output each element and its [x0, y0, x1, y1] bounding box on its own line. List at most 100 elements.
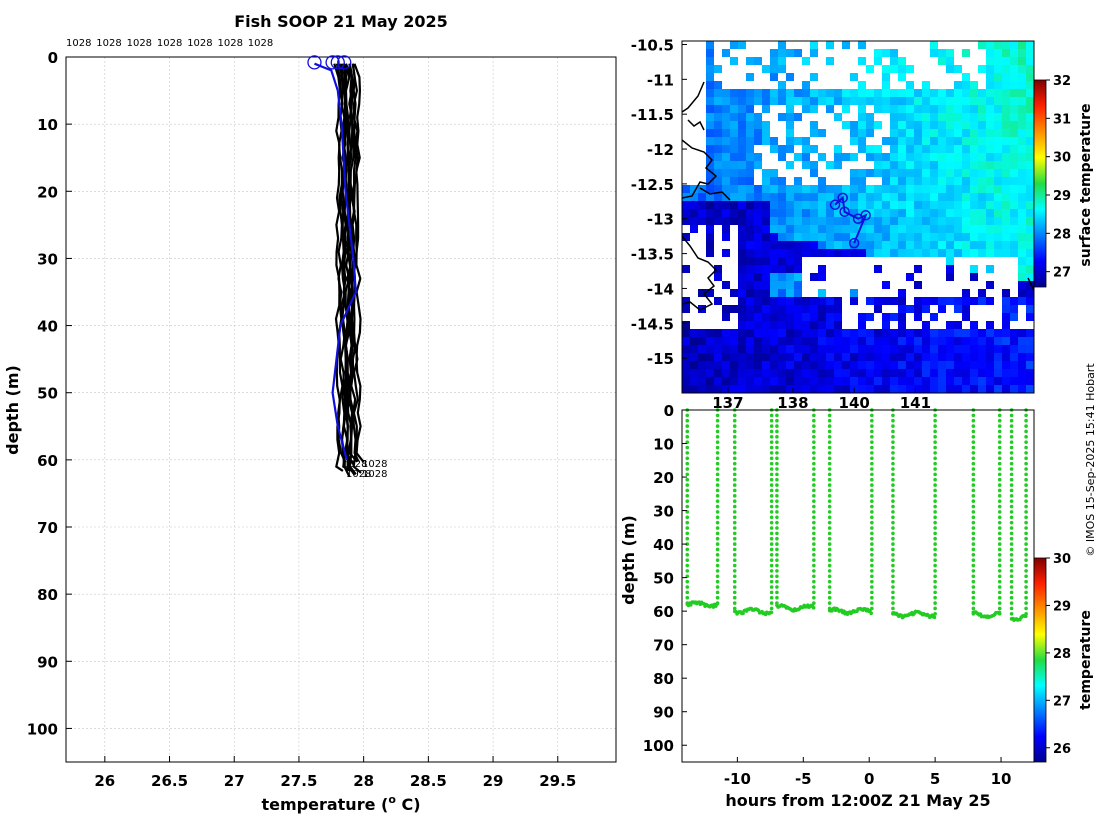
dive-point — [715, 456, 720, 461]
sst-cell — [746, 273, 754, 281]
dive-point — [812, 547, 816, 552]
sst-cell — [994, 57, 1002, 65]
dive-point — [827, 601, 832, 605]
sst-cell — [682, 321, 690, 329]
dive-point — [891, 440, 895, 444]
sst-cell — [882, 233, 890, 241]
sst-cell — [786, 273, 794, 281]
sst-cell — [778, 321, 786, 329]
sst-cell — [874, 217, 882, 225]
sst-cell — [770, 217, 778, 225]
sst-cell — [738, 377, 746, 385]
dive-point — [812, 494, 816, 498]
sst-cell — [986, 297, 994, 305]
sst-cell — [746, 313, 754, 321]
dive-point — [827, 435, 832, 439]
sst-cell — [762, 297, 770, 305]
sst-cell — [834, 185, 842, 193]
sst-cell — [714, 217, 722, 225]
sst-cell — [802, 209, 810, 217]
sst-cell — [898, 89, 906, 97]
sst-cell — [818, 233, 826, 241]
sst-cell — [770, 273, 778, 281]
sst-cell — [922, 241, 930, 249]
dive-point — [1009, 515, 1014, 520]
sst-cell — [770, 257, 778, 265]
sst-cell — [882, 209, 890, 217]
sst-cell — [714, 153, 722, 161]
sst-cell — [794, 209, 802, 217]
dive-point — [870, 429, 874, 434]
sst-cell — [946, 297, 954, 305]
dive-point — [812, 563, 816, 568]
sst-cell — [938, 249, 946, 257]
dive-point — [732, 424, 737, 428]
dive-point — [997, 601, 1002, 605]
dive-point — [870, 585, 874, 589]
sst-cell — [954, 153, 962, 161]
sst-cell — [882, 217, 890, 225]
sst-cell — [922, 209, 930, 217]
dive-point — [997, 520, 1002, 525]
sst-cell — [986, 73, 994, 81]
dive-point — [971, 440, 976, 444]
sst-cell — [1018, 153, 1026, 161]
sst-cell — [938, 113, 946, 121]
dive-point — [775, 585, 779, 589]
sst-cell — [906, 377, 914, 385]
sst-cell — [690, 209, 698, 217]
sst-cell — [858, 121, 866, 129]
sst-cell — [858, 185, 866, 193]
sst-cell — [978, 113, 986, 121]
sst-cell — [778, 329, 786, 337]
dive-point — [1024, 461, 1028, 466]
sst-cell — [1010, 177, 1018, 185]
sst-cell — [746, 281, 754, 289]
sst-cell — [850, 353, 858, 361]
profile-y-tick-label: 50 — [37, 385, 58, 403]
sst-cell — [730, 145, 738, 153]
sst-cell — [874, 121, 882, 129]
dive-point — [870, 445, 874, 450]
sst-cell — [858, 249, 866, 257]
dive-point — [891, 520, 895, 525]
sst-cell — [754, 217, 762, 225]
sst-cell — [994, 65, 1002, 73]
sst-cell — [802, 305, 810, 313]
sst-cell — [978, 377, 986, 385]
sst-cell — [962, 73, 970, 81]
dive-y-tick-label: 100 — [643, 737, 674, 755]
dive-point — [769, 472, 774, 477]
sst-cell — [778, 193, 786, 201]
dive-point — [715, 595, 720, 600]
sst-cell — [978, 65, 986, 73]
sst-cell — [802, 249, 810, 257]
sst-cell — [898, 249, 906, 257]
dive-point — [732, 526, 737, 530]
sst-cell — [1010, 385, 1018, 393]
dive-point — [971, 590, 976, 595]
dive-point — [769, 595, 774, 600]
sst-cell — [810, 201, 818, 209]
sst-cell — [834, 353, 842, 361]
sst-cell — [914, 113, 922, 121]
sst-cell — [930, 337, 938, 345]
dive-point — [1024, 424, 1028, 428]
dive-point — [715, 510, 720, 514]
sst-cell — [962, 369, 970, 377]
dive-point — [812, 569, 816, 573]
sst-cell — [778, 209, 786, 217]
sst-cell — [874, 265, 882, 273]
dive-point — [1024, 499, 1028, 503]
sst-cell — [810, 193, 818, 201]
dive-point — [769, 536, 774, 541]
sst-cell — [1002, 345, 1010, 353]
dive-point — [870, 477, 874, 482]
sst-cell — [850, 289, 858, 297]
dive-point — [870, 499, 874, 503]
sst-cell — [1026, 209, 1034, 217]
sst-cell — [1026, 89, 1034, 97]
sst-cell — [1026, 377, 1034, 385]
dive-point — [769, 483, 774, 487]
sst-cell — [738, 345, 746, 353]
